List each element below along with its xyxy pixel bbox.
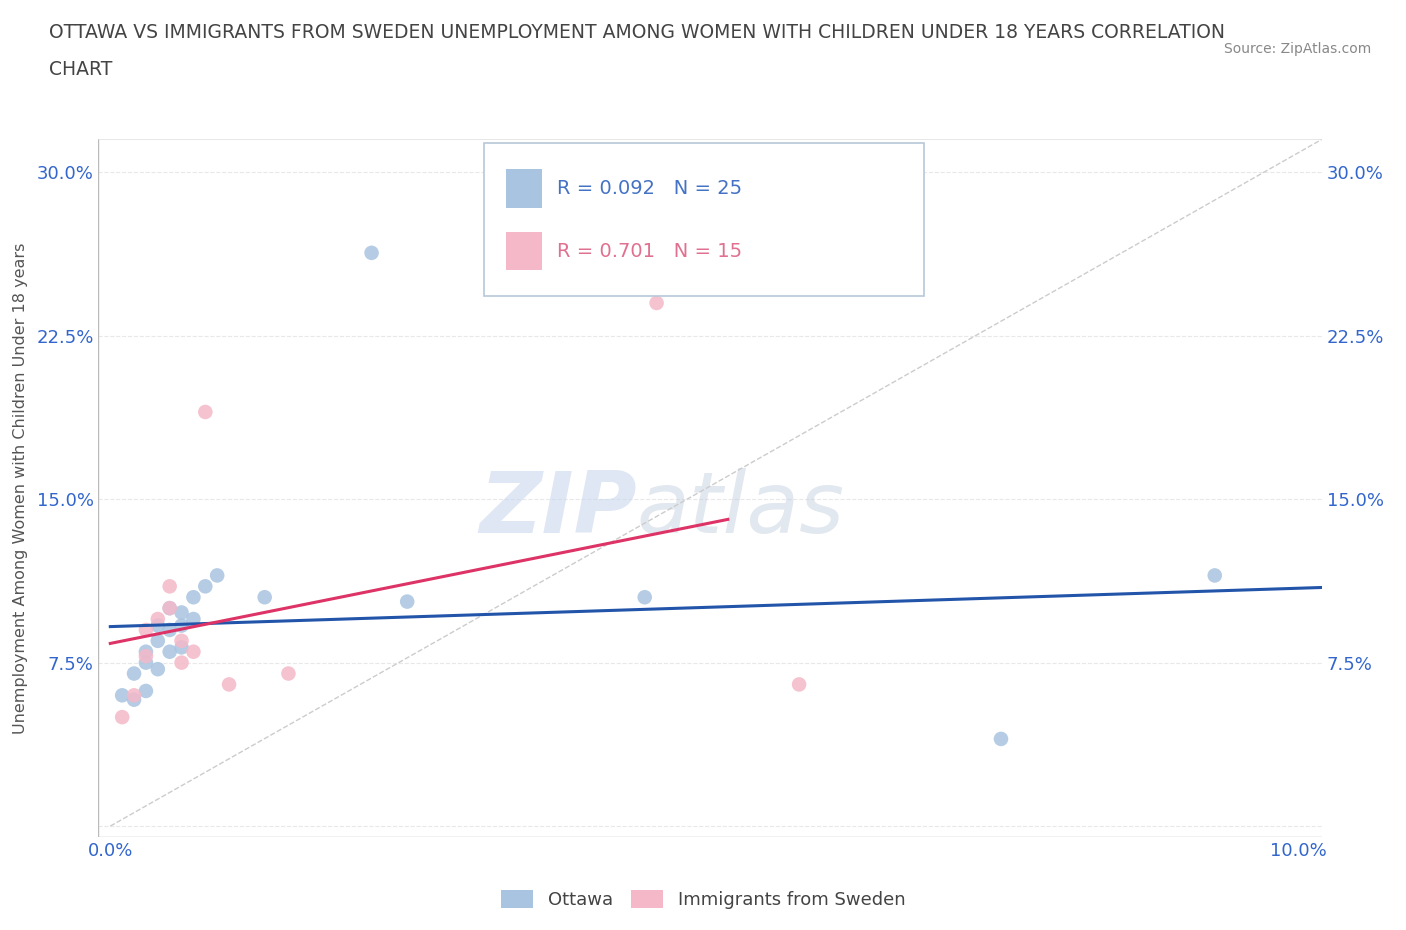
Point	[645, 296, 668, 311]
Point	[135, 644, 157, 659]
Point	[170, 605, 193, 620]
Point	[111, 710, 134, 724]
Point	[135, 684, 157, 698]
Text: Source: ZipAtlas.com: Source: ZipAtlas.com	[1223, 42, 1371, 56]
Text: OTTAWA VS IMMIGRANTS FROM SWEDEN UNEMPLOYMENT AMONG WOMEN WITH CHILDREN UNDER 18: OTTAWA VS IMMIGRANTS FROM SWEDEN UNEMPLO…	[49, 23, 1225, 42]
Point	[634, 590, 657, 604]
Point	[277, 666, 299, 681]
Point	[159, 601, 181, 616]
Point	[159, 644, 181, 659]
FancyBboxPatch shape	[484, 143, 924, 297]
Point	[787, 677, 810, 692]
Text: CHART: CHART	[49, 60, 112, 79]
Y-axis label: Unemployment Among Women with Children Under 18 years: Unemployment Among Women with Children U…	[13, 243, 28, 734]
Point	[146, 662, 169, 677]
Point	[170, 633, 193, 648]
Text: R = 0.092   N = 25: R = 0.092 N = 25	[557, 179, 742, 198]
Point	[1204, 568, 1226, 583]
Point	[122, 692, 145, 707]
Point	[396, 594, 419, 609]
Point	[253, 590, 276, 604]
Point	[122, 688, 145, 703]
Text: atlas: atlas	[637, 468, 845, 551]
Point	[135, 648, 157, 663]
Bar	[506, 232, 543, 271]
Point	[170, 618, 193, 633]
Point	[170, 640, 193, 655]
Point	[218, 677, 240, 692]
Point	[183, 612, 205, 627]
Point	[205, 568, 228, 583]
Point	[122, 666, 145, 681]
Point	[990, 732, 1012, 747]
Point	[135, 656, 157, 671]
Bar	[506, 169, 543, 207]
Point	[183, 644, 205, 659]
Point	[159, 601, 181, 616]
Point	[111, 688, 134, 703]
Point	[146, 633, 169, 648]
Point	[135, 622, 157, 637]
Point	[159, 622, 181, 637]
Legend: Ottawa, Immigrants from Sweden: Ottawa, Immigrants from Sweden	[494, 883, 912, 916]
Point	[360, 246, 382, 260]
Point	[170, 656, 193, 671]
Point	[146, 618, 169, 633]
Point	[194, 405, 217, 419]
Point	[159, 578, 181, 593]
Text: ZIP: ZIP	[479, 468, 637, 551]
Point	[194, 578, 217, 593]
Point	[183, 590, 205, 604]
Text: R = 0.701   N = 15: R = 0.701 N = 15	[557, 242, 742, 260]
Point	[146, 612, 169, 627]
